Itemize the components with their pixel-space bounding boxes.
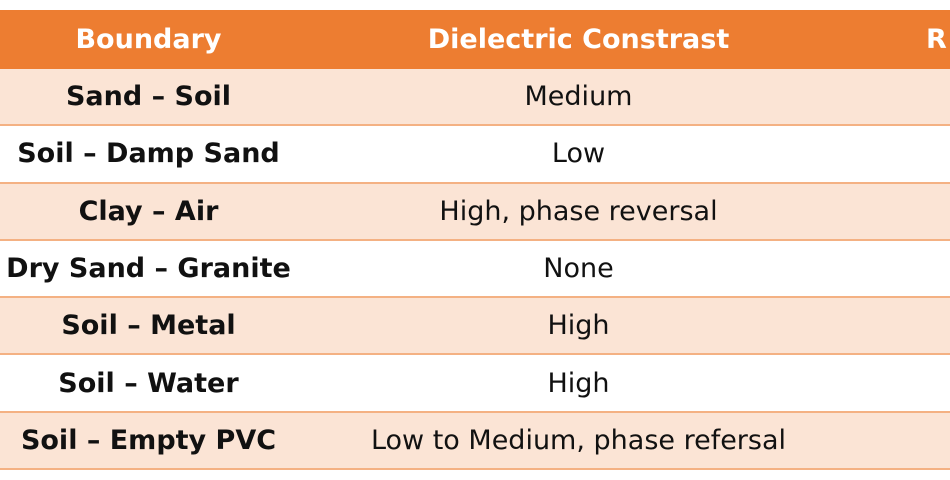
table-row: Clay – Air High, phase reversal bbox=[0, 183, 950, 241]
table-cell: Dry Sand – Granite bbox=[6, 253, 291, 285]
table-cell: Soil – Damp Sand bbox=[17, 138, 280, 170]
table-row: Soil – Damp Sand Low bbox=[0, 126, 950, 184]
table-cell: Soil – Empty PVC bbox=[20, 424, 277, 456]
table-cell: High, phase reversal bbox=[439, 195, 718, 227]
table-cell: Low bbox=[551, 138, 606, 170]
table-cell: Clay – Air bbox=[78, 195, 219, 227]
table-cell: Low to Medium, phase refersal bbox=[370, 424, 787, 456]
table-cell: Medium bbox=[524, 81, 633, 113]
table-row: Sand – Soil Medium bbox=[0, 69, 950, 127]
table-cell: High bbox=[547, 310, 610, 342]
header-cell: Boundary bbox=[75, 24, 222, 55]
table-cell: None bbox=[543, 253, 614, 285]
table-cell: High bbox=[547, 367, 610, 399]
header-cell: R bbox=[926, 24, 947, 55]
header-cell: Dielectric Constrast bbox=[427, 24, 730, 55]
table-row: Dry Sand – Granite None bbox=[0, 240, 950, 299]
table-cell: Sand – Soil bbox=[65, 81, 232, 113]
table-row: Soil – Metal High bbox=[0, 298, 950, 356]
table-row: Soil – Empty PVC Low to Medium, phase ref… bbox=[0, 412, 950, 471]
table-cell: Soil – Metal bbox=[61, 310, 236, 342]
table-cell: Soil – Water bbox=[58, 367, 239, 399]
table-row: Soil – Water High bbox=[0, 355, 950, 413]
header-row: Boundary Dielectric Constrast R bbox=[0, 10, 950, 69]
